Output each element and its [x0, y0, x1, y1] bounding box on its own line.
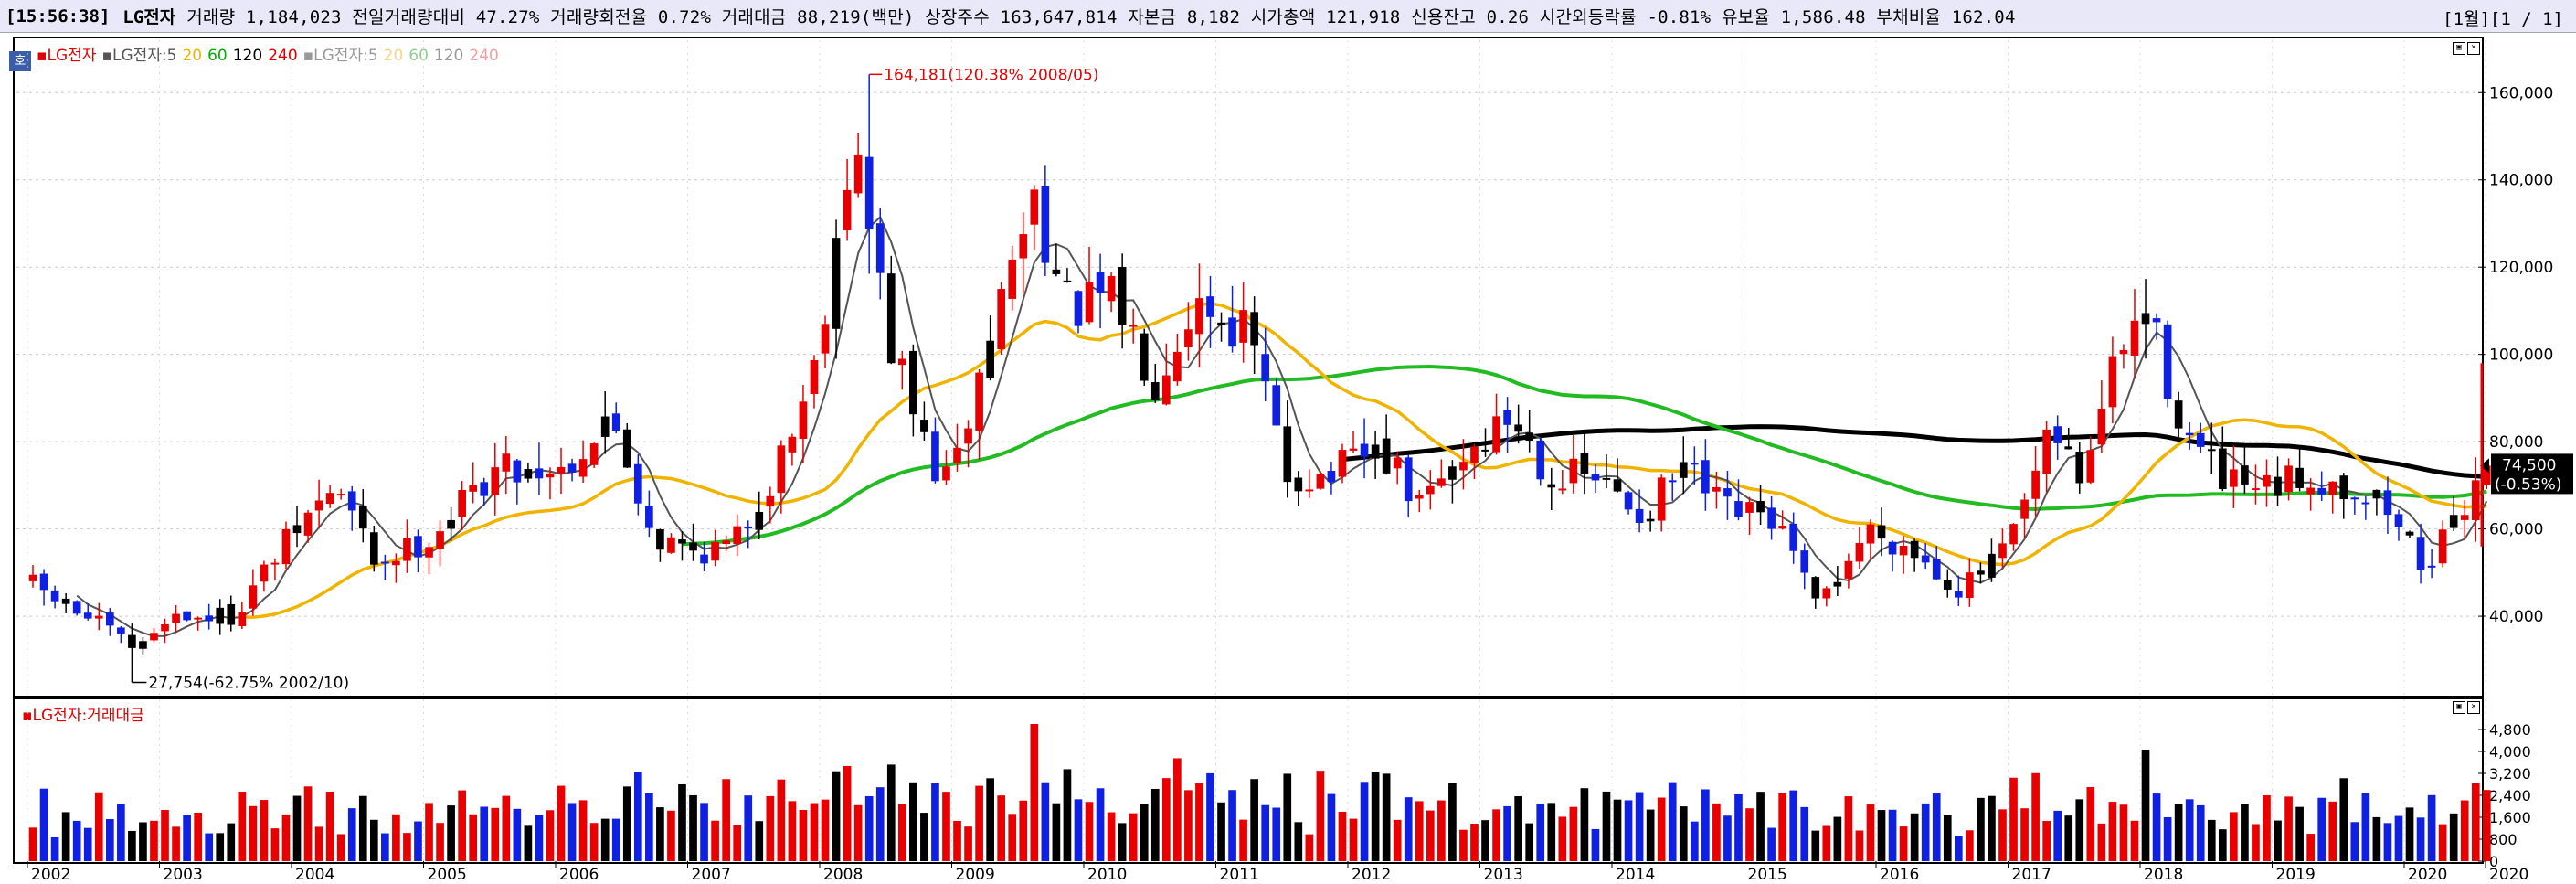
- x-axis-label: 2009: [956, 866, 995, 884]
- legend-item: 60: [408, 47, 429, 65]
- x-axis-label: 2011: [1220, 866, 1259, 884]
- x-axis-label: 2016: [1880, 866, 1919, 884]
- legend-item: 240: [469, 47, 499, 65]
- x-axis-label: 2005: [428, 866, 467, 884]
- x-axis-label: 2004: [295, 866, 334, 884]
- volume-axis-label: 1,600: [2489, 809, 2531, 826]
- legend-item: ▪LG전자:5: [302, 47, 378, 65]
- volume-legend: ▪LG전자:거래대금: [22, 707, 144, 725]
- legend-item: 60: [207, 47, 228, 65]
- x-axis-label: 2003: [164, 866, 203, 884]
- price-axis-label: 160,000: [2489, 84, 2553, 102]
- volume-axis-label: 4,000: [2489, 743, 2531, 761]
- price-legend: ▪LG전자 ▪LG전자:5 20 60 120 240 ▪LG전자:5 20 60 120 240: [37, 42, 504, 65]
- volume-axis-label: 800: [2489, 831, 2518, 848]
- x-axis-label: 2018: [2144, 866, 2183, 884]
- clock-time: [15:56:38]: [5, 5, 111, 27]
- legend-item: 120: [232, 47, 263, 65]
- x-axis-label: 2008: [823, 866, 863, 884]
- x-axis-label: 2006: [559, 866, 599, 884]
- price-pane-maximize-icon[interactable]: ▣: [2453, 42, 2465, 55]
- volume-pane[interactable]: [13, 698, 2484, 864]
- volume-axis-label: 3,200: [2489, 765, 2531, 783]
- legend-item: ▪LG전자: [37, 47, 97, 65]
- price-pane[interactable]: [13, 37, 2484, 698]
- x-axis-label: 2017: [2012, 866, 2051, 884]
- candle-body: [2482, 465, 2491, 485]
- last-price: 74,500: [2502, 456, 2556, 474]
- x-axis-label: 2020: [2489, 866, 2528, 884]
- price-axis-label: 60,000: [2489, 521, 2543, 539]
- volume-bar: [2482, 790, 2491, 861]
- page-indicator[interactable]: [1월][1 / 1]: [2443, 9, 2563, 29]
- x-axis-label: 2012: [1352, 866, 1391, 884]
- x-axis-label: 2007: [692, 866, 731, 884]
- x-axis-label: 2013: [1484, 866, 1523, 884]
- legend-item: ▪LG전자:5: [101, 47, 177, 65]
- volume-pane-maximize-icon[interactable]: ▣: [2453, 701, 2465, 714]
- legend-item: 240: [268, 47, 298, 65]
- legend-item: 120: [433, 47, 464, 65]
- volume-axis-label: 4,800: [2489, 721, 2531, 739]
- x-axis-label: 2002: [31, 866, 70, 884]
- x-axis-label: 2014: [1616, 866, 1655, 884]
- volume-axis-label: 2,400: [2489, 787, 2531, 804]
- stock-name[interactable]: LG전자: [122, 7, 176, 27]
- last-change: (-0.53%): [2495, 475, 2561, 494]
- last-price-box: [2491, 453, 2573, 495]
- x-axis-label: 2010: [1087, 866, 1127, 884]
- x-axis-label: 2015: [1748, 866, 1787, 884]
- price-axis-label: 40,000: [2489, 608, 2543, 626]
- price-pane-close-icon[interactable]: ×: [2467, 42, 2480, 55]
- volume-legend-label: LG전자:거래대금: [32, 707, 144, 725]
- x-axis-label: 2019: [2276, 866, 2316, 884]
- legend-item: 20: [383, 47, 404, 65]
- price-axis-label: 120,000: [2489, 259, 2553, 277]
- stock-stats: 거래량 1,184,023 전일거래량대비 47.27% 거래량회전율 0.72…: [186, 7, 2016, 27]
- x-axis-label: 2020: [2408, 866, 2447, 884]
- price-axis-label: 140,000: [2489, 172, 2553, 190]
- volume-axis-label: 0: [2489, 853, 2498, 870]
- price-axis-label: 80,000: [2489, 433, 2543, 452]
- legend-item: 20: [182, 47, 203, 65]
- price-axis-label: 100,000: [2489, 346, 2553, 365]
- stock-info-bar: [15:56:38] LG전자 거래량 1,184,023 전일거래량대비 47…: [0, 0, 2576, 33]
- zoom-icon[interactable]: 호: [9, 51, 31, 71]
- volume-pane-close-icon[interactable]: ×: [2467, 701, 2480, 714]
